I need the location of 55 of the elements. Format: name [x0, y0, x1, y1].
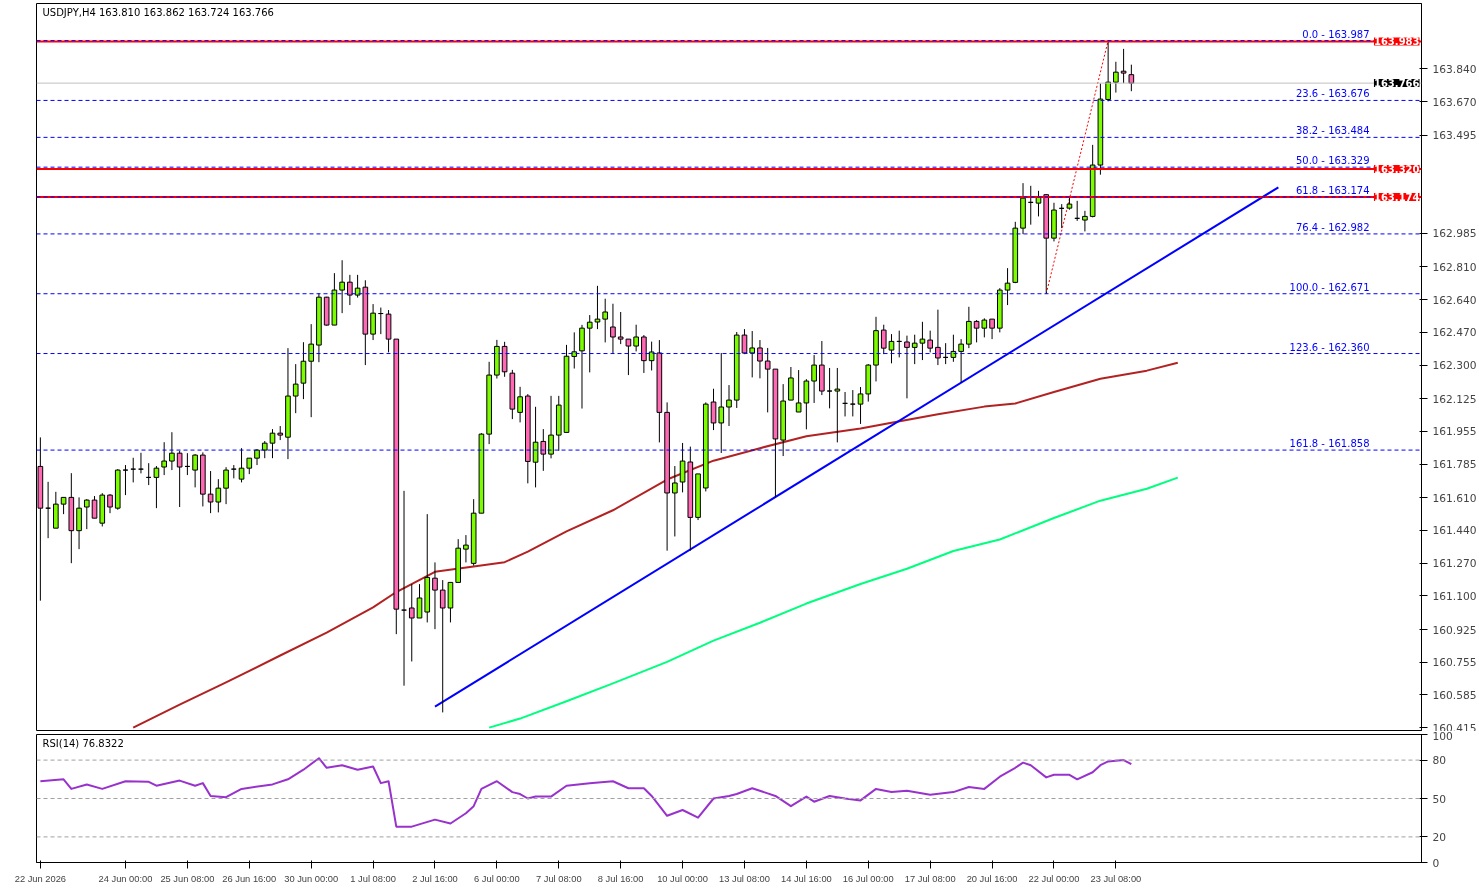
y-tick-label: 162.125: [1432, 392, 1477, 406]
x-tick-label: 26 Jun 16:00: [222, 873, 277, 884]
y-tick-label: 160.585: [1432, 688, 1477, 702]
annotation: 76.4 - 162.982: [1295, 221, 1370, 233]
y-tick-label: 162.300: [1432, 359, 1477, 373]
x-tick-label: 25 Jun 08:00: [160, 873, 215, 884]
x-tick-label: 23 Jul 08:00: [1090, 873, 1142, 884]
y-tick-label: 163.495: [1432, 129, 1477, 143]
x-tick-label: 22 Jun 2026: [14, 873, 67, 884]
x-tick-label: 24 Jun 00:00: [98, 873, 153, 884]
y-tick-label: 20: [1432, 830, 1447, 844]
y-tick-label: 80: [1432, 754, 1447, 768]
y-tick-label: 161.440: [1432, 524, 1477, 538]
ref-line-label: 163.320: [1373, 163, 1420, 175]
y-tick-label: 162.810: [1432, 260, 1477, 274]
annotation: 61.8 - 163.174: [1295, 184, 1370, 196]
y-tick-label: 162.985: [1432, 227, 1477, 241]
annotation: 100.0 - 162.671: [1289, 281, 1370, 293]
y-tick-label: 163.840: [1432, 62, 1477, 76]
x-tick-label: 7 Jul 08:00: [535, 873, 582, 884]
x-tick-label: 20 Jul 16:00: [966, 873, 1018, 884]
x-tick-label: 13 Jul 08:00: [719, 873, 770, 884]
annotation: 161.8 - 161.858: [1289, 438, 1370, 450]
ref-line-label: 163.983: [1373, 36, 1420, 48]
y-tick-label: 161.955: [1432, 425, 1477, 439]
y-tick-label: 0: [1432, 856, 1440, 870]
y-tick-label: 161.270: [1432, 557, 1477, 571]
ref-line-label: 163.766: [1373, 78, 1420, 90]
x-tick-label: 17 Jul 08:00: [904, 873, 956, 884]
x-tick-label: 14 Jul 16:00: [780, 873, 832, 884]
x-tick-label: 10 Jul 00:00: [657, 873, 708, 884]
x-tick-label: 2 Jul 16:00: [412, 873, 458, 884]
y-tick-label: 160.755: [1432, 656, 1477, 670]
x-tick-label: 22 Jul 00:00: [1028, 873, 1080, 884]
y-tick-label: 161.610: [1432, 491, 1477, 505]
y-tick-label: 160.925: [1432, 623, 1477, 637]
annotation: 0.0 - 163.987: [1302, 28, 1370, 40]
x-tick-label: 8 Jul 16:00: [597, 873, 644, 884]
chart-title: RSI(14) 76.8322: [42, 737, 124, 749]
annotation: 38.2 - 163.484: [1295, 125, 1370, 137]
y-tick-label: 162.470: [1432, 326, 1477, 340]
y-tick-label: 163.670: [1432, 95, 1477, 109]
annotation: 123.6 - 162.360: [1289, 341, 1370, 353]
y-tick-label: 161.785: [1432, 458, 1477, 472]
ref-line-label: 163.174: [1373, 191, 1420, 203]
annotation: 23.6 - 163.676: [1295, 88, 1370, 100]
x-tick-label: 16 Jul 00:00: [842, 873, 894, 884]
y-tick-label: 50: [1432, 792, 1447, 806]
x-tick-label: 6 Jul 00:00: [474, 873, 520, 884]
y-tick-label: 161.100: [1432, 589, 1477, 603]
x-tick-label: 1 Jul 08:00: [350, 873, 396, 884]
annotation: 50.0 - 163.329: [1295, 155, 1370, 167]
chart-title: USDJPY,H4 163.810 163.862 163.724 163.766: [42, 6, 274, 18]
x-tick-label: 30 Jun 00:00: [284, 873, 339, 884]
y-tick-label: 162.640: [1432, 293, 1477, 307]
